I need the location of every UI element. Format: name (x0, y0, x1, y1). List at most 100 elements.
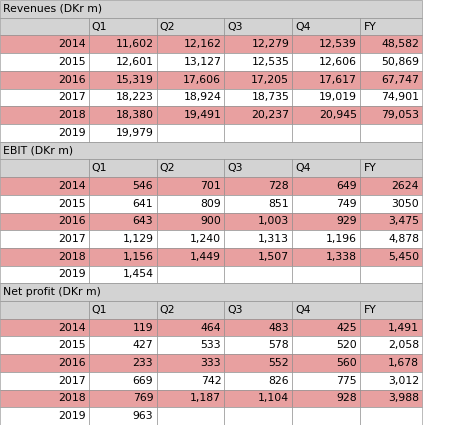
Text: 1,187: 1,187 (190, 394, 221, 403)
Bar (224, 372, 292, 390)
Text: 3,012: 3,012 (388, 376, 419, 386)
Text: 533: 533 (201, 340, 221, 350)
Bar (224, 35, 292, 53)
Bar (89, 177, 157, 195)
Text: 1,507: 1,507 (258, 252, 289, 262)
Bar (89, 390, 157, 407)
Bar (224, 53, 292, 71)
Bar (157, 106, 224, 124)
Bar (0, 337, 89, 354)
Bar (292, 159, 360, 177)
Bar (157, 159, 224, 177)
Bar (0, 390, 89, 407)
Bar (360, 159, 422, 177)
Bar (224, 195, 292, 212)
Bar (89, 71, 157, 88)
Text: 17,617: 17,617 (319, 75, 357, 85)
Bar (360, 337, 422, 354)
Bar (157, 230, 224, 248)
Text: 2624: 2624 (392, 181, 419, 191)
Text: Net profit (DKr m): Net profit (DKr m) (3, 287, 101, 297)
Text: 2019: 2019 (58, 411, 85, 421)
Bar (224, 177, 292, 195)
Text: Q1: Q1 (92, 305, 107, 315)
Bar (157, 301, 224, 319)
Text: Q1: Q1 (92, 163, 107, 173)
Bar (0, 71, 89, 88)
Text: 2015: 2015 (58, 57, 85, 67)
Text: EBIT (DKr m): EBIT (DKr m) (3, 145, 73, 156)
Text: 1,196: 1,196 (326, 234, 357, 244)
Text: 1,491: 1,491 (388, 323, 419, 333)
Bar (292, 230, 360, 248)
Bar (0, 372, 89, 390)
Bar (224, 106, 292, 124)
Text: 520: 520 (336, 340, 357, 350)
Bar (292, 53, 360, 71)
Text: Q1: Q1 (92, 22, 107, 31)
Bar (292, 35, 360, 53)
Bar (224, 337, 292, 354)
Bar (0, 212, 89, 230)
Bar (89, 372, 157, 390)
Text: 3050: 3050 (392, 198, 419, 209)
Text: 2019: 2019 (58, 269, 85, 280)
Bar (224, 124, 292, 142)
Text: 2014: 2014 (58, 39, 85, 49)
Bar (360, 319, 422, 337)
Bar (292, 266, 360, 283)
Text: 18,924: 18,924 (183, 92, 221, 102)
Bar (157, 319, 224, 337)
Text: Q4: Q4 (296, 22, 311, 31)
Text: 900: 900 (201, 216, 221, 227)
Bar (89, 18, 157, 35)
Bar (157, 354, 224, 372)
Bar (224, 266, 292, 283)
Bar (224, 354, 292, 372)
Text: 1,003: 1,003 (258, 216, 289, 227)
Text: 2,058: 2,058 (388, 340, 419, 350)
Text: 11,602: 11,602 (115, 39, 153, 49)
Text: Q4: Q4 (296, 305, 311, 315)
Text: 13,127: 13,127 (183, 57, 221, 67)
Text: 333: 333 (201, 358, 221, 368)
Text: Q3: Q3 (228, 163, 243, 173)
Text: 464: 464 (201, 323, 221, 333)
Bar (224, 88, 292, 106)
Bar (292, 212, 360, 230)
Bar (360, 53, 422, 71)
Text: 2014: 2014 (58, 323, 85, 333)
Bar (157, 390, 224, 407)
Text: 769: 769 (133, 394, 153, 403)
Text: 1,338: 1,338 (326, 252, 357, 262)
Bar (157, 195, 224, 212)
Bar (89, 124, 157, 142)
Text: 2014: 2014 (58, 181, 85, 191)
Text: 19,019: 19,019 (319, 92, 357, 102)
Text: Q2: Q2 (160, 163, 175, 173)
Text: Revenues (DKr m): Revenues (DKr m) (3, 4, 102, 14)
Bar (292, 124, 360, 142)
Text: 2015: 2015 (58, 198, 85, 209)
Bar (292, 390, 360, 407)
Text: FY: FY (364, 305, 376, 315)
Text: Q3: Q3 (228, 305, 243, 315)
Text: 12,279: 12,279 (251, 39, 289, 49)
Bar (360, 390, 422, 407)
Text: 809: 809 (201, 198, 221, 209)
Bar (360, 177, 422, 195)
Bar (292, 248, 360, 266)
Text: 12,539: 12,539 (319, 39, 357, 49)
Text: 963: 963 (133, 411, 153, 421)
Text: FY: FY (364, 22, 376, 31)
Text: Q4: Q4 (296, 163, 311, 173)
Bar (360, 230, 422, 248)
Bar (0, 283, 422, 301)
Bar (0, 0, 422, 18)
Bar (157, 407, 224, 425)
Bar (0, 35, 89, 53)
Bar (89, 106, 157, 124)
Bar (292, 195, 360, 212)
Text: 578: 578 (269, 340, 289, 350)
Text: 12,601: 12,601 (115, 57, 153, 67)
